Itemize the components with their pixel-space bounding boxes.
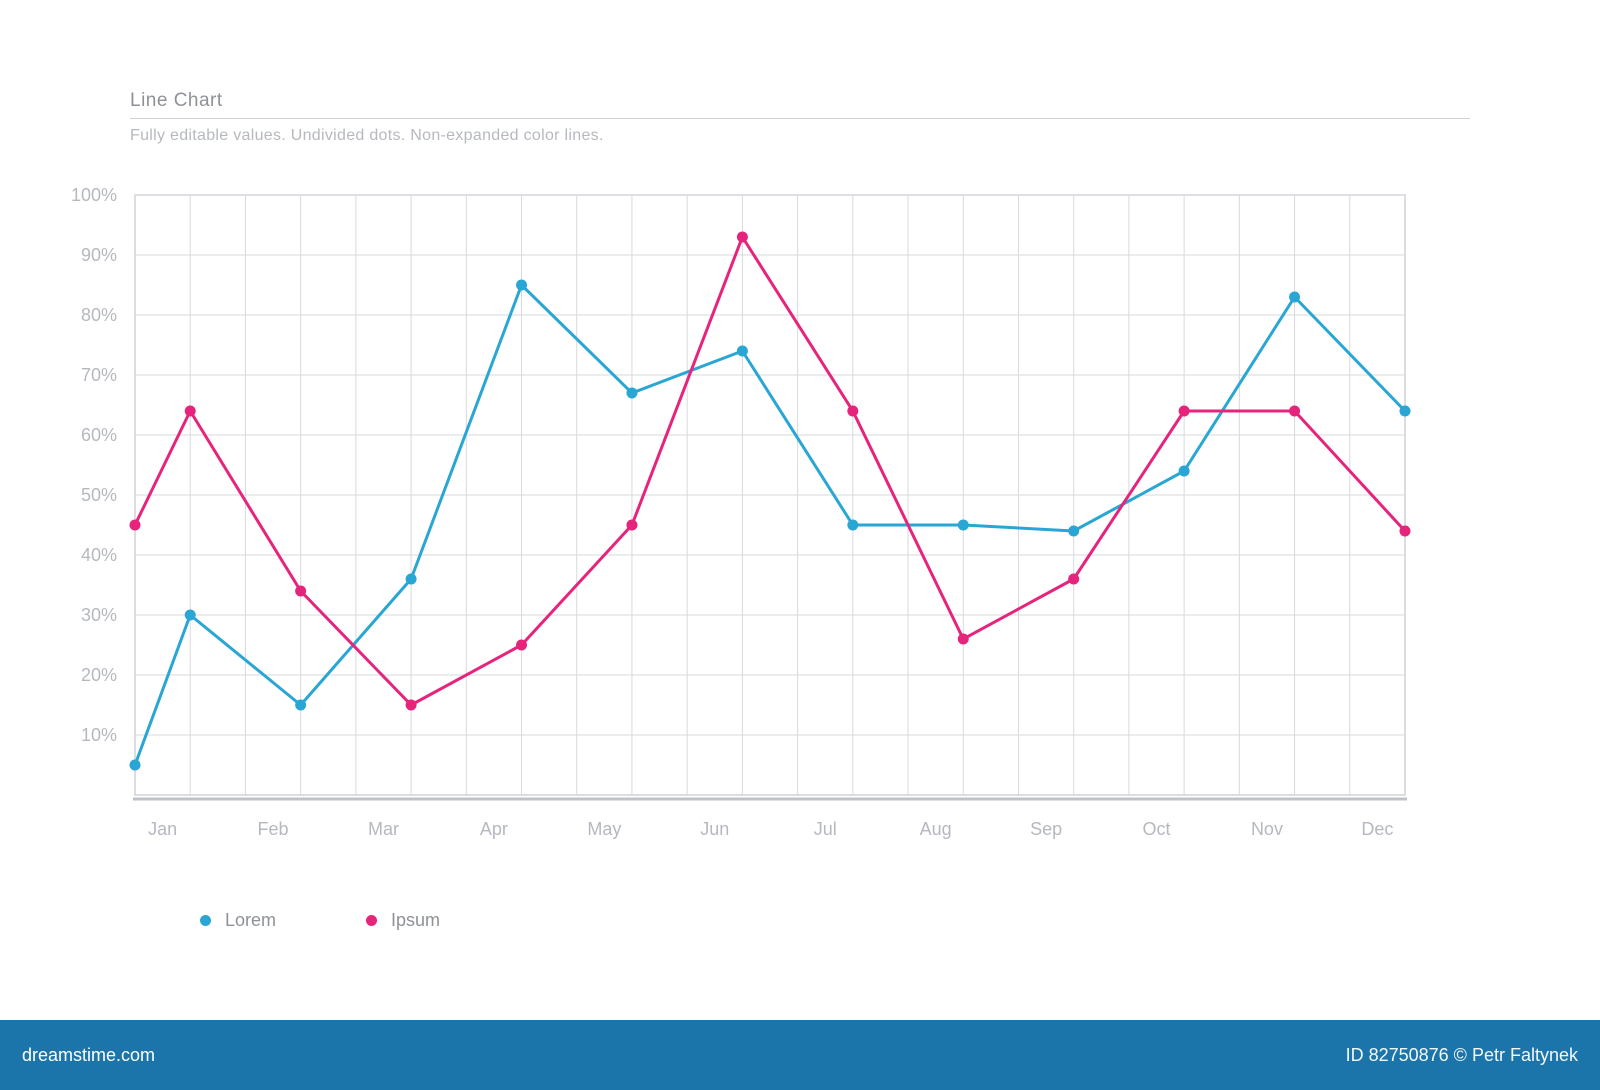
series-marker-lorem [626, 388, 637, 399]
chart-title: Line Chart [130, 90, 1470, 119]
x-tick-label: May [587, 819, 621, 839]
series-marker-ipsum [295, 586, 306, 597]
x-tick-label: Sep [1030, 819, 1062, 839]
y-tick-label: 50% [81, 485, 117, 505]
series-marker-lorem [516, 280, 527, 291]
y-tick-label: 60% [81, 425, 117, 445]
series-marker-ipsum [1068, 574, 1079, 585]
x-tick-label: Jan [148, 819, 177, 839]
x-tick-label: Oct [1143, 819, 1171, 839]
series-marker-lorem [1400, 406, 1411, 417]
x-tick-label: Jun [700, 819, 729, 839]
x-tick-label: Aug [920, 819, 952, 839]
x-tick-label: Feb [258, 819, 289, 839]
x-tick-label: Mar [368, 819, 399, 839]
y-tick-label: 20% [81, 665, 117, 685]
series-line-ipsum [135, 237, 1405, 705]
series-marker-lorem [1289, 292, 1300, 303]
series-marker-lorem [295, 700, 306, 711]
footer-left: dreamstime.com [22, 1045, 155, 1066]
series-marker-lorem [185, 610, 196, 621]
x-tick-label: Apr [480, 819, 508, 839]
x-tick-label: Nov [1251, 819, 1283, 839]
x-tick-label: Dec [1361, 819, 1393, 839]
legend-dot-icon [200, 915, 211, 926]
y-tick-label: 80% [81, 305, 117, 325]
legend-dot-icon [366, 915, 377, 926]
footer-right: ID 82750876 © Petr Faltynek [1346, 1045, 1578, 1066]
series-marker-lorem [847, 520, 858, 531]
series-marker-ipsum [847, 406, 858, 417]
legend-item-ipsum: Ipsum [366, 910, 440, 931]
series-marker-lorem [958, 520, 969, 531]
y-tick-label: 100% [71, 185, 117, 205]
line-chart: 10% 20% 30% 40% 50% 60% 70% 80% 90% 100% Jan Feb Mar… [65, 175, 1465, 900]
series-line-lorem [135, 285, 1405, 765]
series-marker-ipsum [185, 406, 196, 417]
series-marker-lorem [130, 760, 141, 771]
y-tick-label: 90% [81, 245, 117, 265]
chart-svg: 10% 20% 30% 40% 50% 60% 70% 80% 90% 100% Jan Feb Mar… [65, 175, 1465, 895]
footer-bar: dreamstime.com ID 82750876 © Petr Faltyn… [0, 1020, 1600, 1090]
series-marker-ipsum [516, 640, 527, 651]
series-marker-ipsum [626, 520, 637, 531]
y-tick-label: 70% [81, 365, 117, 385]
chart-subtitle: Fully editable values. Undivided dots. N… [130, 127, 1470, 145]
series-marker-ipsum [737, 232, 748, 243]
y-tick-label: 10% [81, 725, 117, 745]
legend-item-lorem: Lorem [200, 910, 276, 931]
x-tick-label: Jul [814, 819, 837, 839]
legend-label: Lorem [225, 910, 276, 931]
series-marker-ipsum [1179, 406, 1190, 417]
y-tick-label: 40% [81, 545, 117, 565]
series-marker-ipsum [130, 520, 141, 531]
series-marker-lorem [406, 574, 417, 585]
chart-header: Line Chart Fully editable values. Undivi… [130, 90, 1470, 145]
series-marker-ipsum [958, 634, 969, 645]
series-marker-lorem [737, 346, 748, 357]
legend-label: Ipsum [391, 910, 440, 931]
series-marker-ipsum [1400, 526, 1411, 537]
y-tick-label: 30% [81, 605, 117, 625]
series-marker-ipsum [1289, 406, 1300, 417]
series-marker-ipsum [406, 700, 417, 711]
series-marker-lorem [1179, 466, 1190, 477]
series-marker-lorem [1068, 526, 1079, 537]
legend: Lorem Ipsum [200, 910, 440, 931]
